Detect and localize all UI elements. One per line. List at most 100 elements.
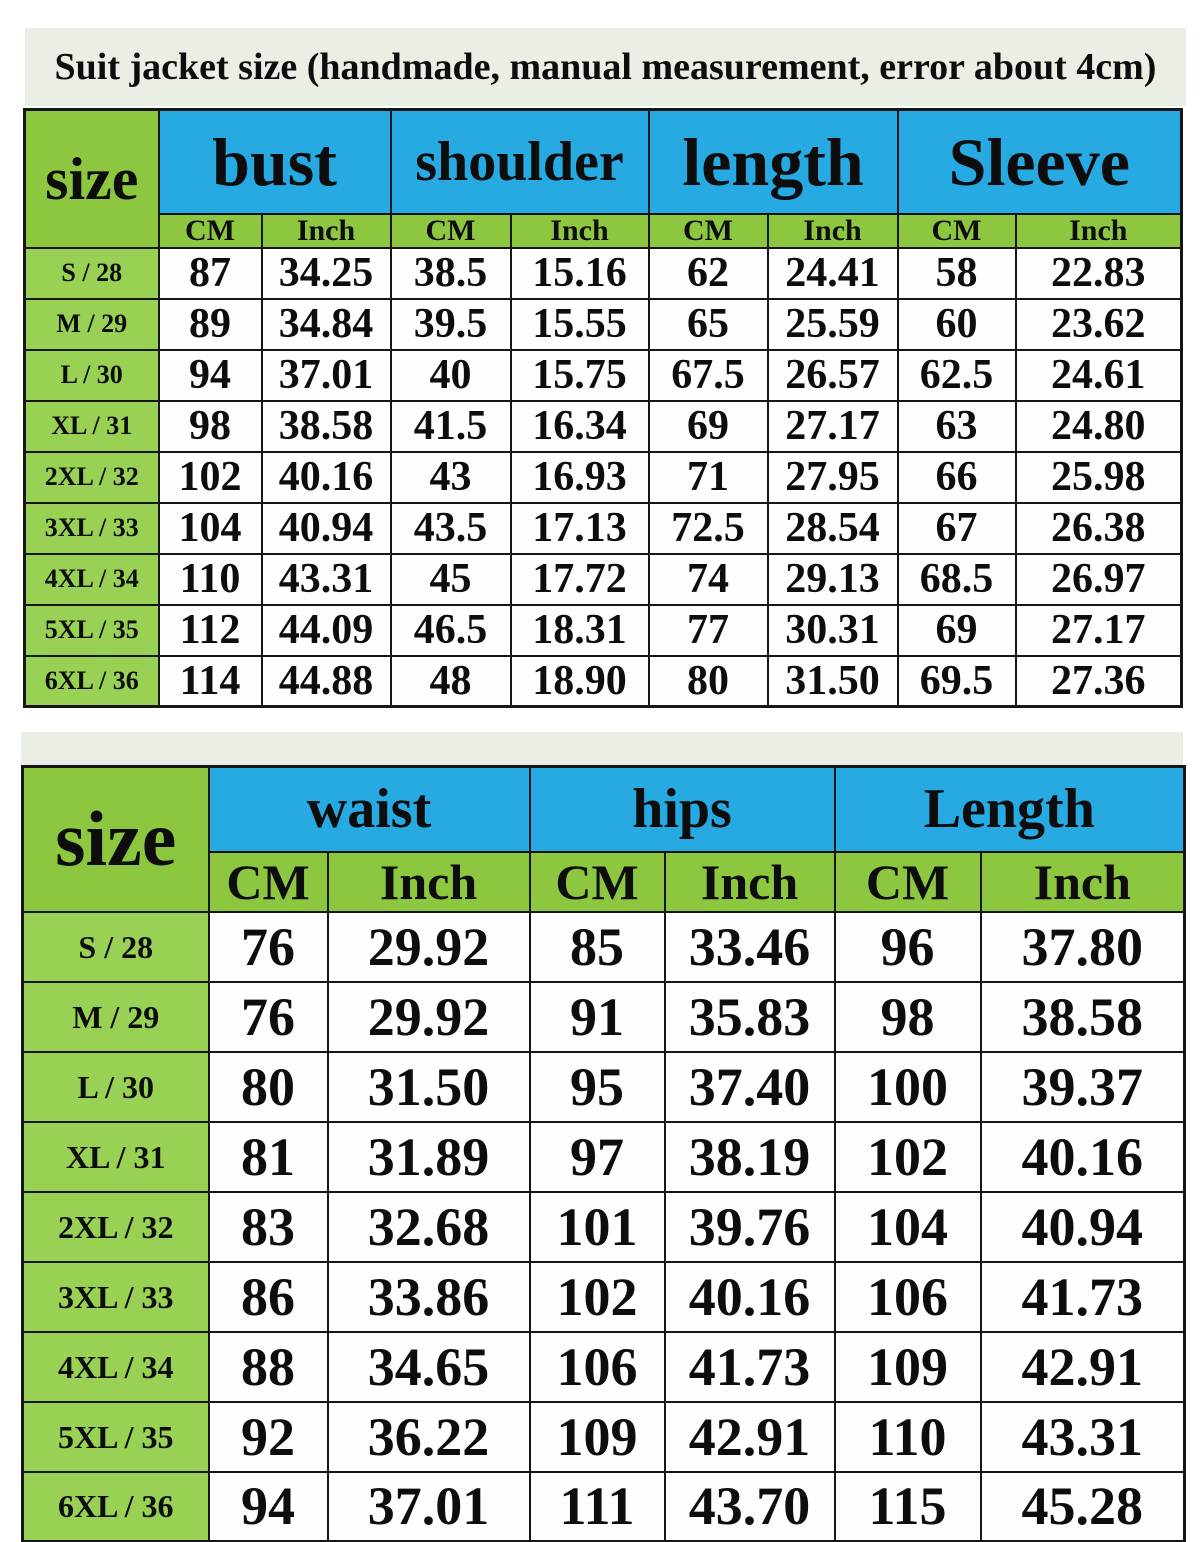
title-text: Suit jacket size (handmade, manual measu… — [54, 46, 1157, 88]
value-cell: 31.89 — [326, 1120, 531, 1193]
row-label-cell: M / 29 — [23, 297, 160, 351]
value-cell: 18.31 — [509, 603, 650, 657]
value-cell: 29.92 — [326, 910, 531, 983]
value-cell: 39.5 — [389, 297, 512, 351]
value-cell: 109 — [833, 1330, 982, 1403]
value-cell: 69.5 — [896, 654, 1017, 708]
value-cell: 31.50 — [766, 654, 899, 708]
table-row: 6XL / 36 94 37.01 111 43.70 115 45.28 — [21, 1470, 1186, 1542]
value-cell: 40.94 — [260, 501, 392, 555]
row-label-cell: 6XL / 36 — [23, 654, 160, 708]
value-cell: 91 — [528, 980, 666, 1053]
row-label-cell: 5XL / 35 — [23, 603, 160, 657]
value-cell: 80 — [647, 654, 769, 708]
value-cell: 26.57 — [766, 348, 899, 402]
value-cell: 44.88 — [260, 654, 392, 708]
value-cell: 100 — [833, 1050, 982, 1123]
value-cell: 92 — [207, 1400, 329, 1473]
value-cell: 74 — [647, 552, 769, 606]
bottom-table-header-strip — [21, 732, 1183, 765]
value-cell: 69 — [647, 399, 769, 453]
bottom-size-table: size waist hips Length CM Inch CM Inch CM Inch S /… — [21, 765, 1187, 1542]
value-cell: 27.36 — [1014, 654, 1183, 708]
value-cell: 62 — [647, 246, 769, 300]
column-group-waist: waist — [207, 765, 531, 853]
value-cell: 39.37 — [979, 1050, 1186, 1123]
value-cell: 67.5 — [647, 348, 769, 402]
value-cell: 58 — [896, 246, 1017, 300]
value-cell: 96 — [833, 910, 982, 983]
value-cell: 69 — [896, 603, 1017, 657]
value-cell: 33.46 — [663, 910, 836, 983]
value-cell: 76 — [207, 910, 329, 983]
value-cell: 37.40 — [663, 1050, 836, 1123]
value-cell: 37.01 — [260, 348, 392, 402]
value-cell: 115 — [833, 1470, 982, 1542]
value-cell: 81 — [207, 1120, 329, 1193]
unit-header-cell-shoulder-inch: Inch — [509, 212, 650, 249]
value-cell: 30.31 — [766, 603, 899, 657]
value-cell: 15.75 — [509, 348, 650, 402]
unit-header-cell-length-inch: Inch — [979, 850, 1186, 913]
value-cell: 86 — [207, 1260, 329, 1333]
value-cell: 110 — [157, 552, 263, 606]
value-cell: 62.5 — [896, 348, 1017, 402]
value-cell: 66 — [896, 450, 1017, 504]
value-cell: 16.34 — [509, 399, 650, 453]
unit-header-cell-shoulder-cm: CM — [389, 212, 512, 249]
value-cell: 104 — [833, 1190, 982, 1263]
value-cell: 77 — [647, 603, 769, 657]
value-cell: 35.83 — [663, 980, 836, 1053]
value-cell: 45.28 — [979, 1470, 1186, 1542]
unit-header-cell-length-cm: CM — [833, 850, 982, 913]
table-row: L / 30 80 31.50 95 37.40 100 39.37 — [21, 1050, 1186, 1123]
unit-header-cell-bust-inch: Inch — [260, 212, 392, 249]
column-group-hips: hips — [528, 765, 836, 853]
row-label-cell: 3XL / 33 — [23, 501, 160, 555]
value-cell: 111 — [528, 1470, 666, 1542]
value-cell: 102 — [157, 450, 263, 504]
value-cell: 17.72 — [509, 552, 650, 606]
value-cell: 43.70 — [663, 1470, 836, 1542]
value-cell: 26.38 — [1014, 501, 1183, 555]
table-row: 5XL / 35 112 44.09 46.5 18.31 77 30.31 69 27.17 — [23, 603, 1183, 657]
value-cell: 67 — [896, 501, 1017, 555]
value-cell: 40 — [389, 348, 512, 402]
value-cell: 18.90 — [509, 654, 650, 708]
value-cell: 24.80 — [1014, 399, 1183, 453]
value-cell: 26.97 — [1014, 552, 1183, 606]
value-cell: 37.01 — [326, 1470, 531, 1542]
value-cell: 41.73 — [979, 1260, 1186, 1333]
value-cell: 94 — [207, 1470, 329, 1542]
value-cell: 28.54 — [766, 501, 899, 555]
value-cell: 45 — [389, 552, 512, 606]
row-label-cell: 5XL / 35 — [21, 1400, 210, 1473]
column-group-length: Length — [833, 765, 1186, 853]
value-cell: 80 — [207, 1050, 329, 1123]
table-row: L / 30 94 37.01 40 15.75 67.5 26.57 62.5 24.61 — [23, 348, 1183, 402]
table-row: 6XL / 36 114 44.88 48 18.90 80 31.50 69.5 27.36 — [23, 654, 1183, 708]
row-label-cell: XL / 31 — [21, 1120, 210, 1193]
value-cell: 24.61 — [1014, 348, 1183, 402]
value-cell: 36.22 — [326, 1400, 531, 1473]
value-cell: 89 — [157, 297, 263, 351]
value-cell: 40.16 — [260, 450, 392, 504]
value-cell: 48 — [389, 654, 512, 708]
value-cell: 65 — [647, 297, 769, 351]
table-row: XL / 31 98 38.58 41.5 16.34 69 27.17 63 24.80 — [23, 399, 1183, 453]
row-label-cell: 2XL / 32 — [21, 1190, 210, 1263]
row-label-cell: M / 29 — [21, 980, 210, 1053]
unit-header-cell-length-cm: CM — [647, 212, 769, 249]
row-label-cell: 4XL / 34 — [21, 1330, 210, 1403]
table-row: 4XL / 34 88 34.65 106 41.73 109 42.91 — [21, 1330, 1186, 1403]
value-cell: 23.62 — [1014, 297, 1183, 351]
value-cell: 63 — [896, 399, 1017, 453]
value-cell: 15.16 — [509, 246, 650, 300]
value-cell: 110 — [833, 1400, 982, 1473]
value-cell: 43.31 — [979, 1400, 1186, 1473]
value-cell: 29.92 — [326, 980, 531, 1053]
value-cell: 40.16 — [979, 1120, 1186, 1193]
unit-header-cell-waist-inch: Inch — [326, 850, 531, 913]
value-cell: 114 — [157, 654, 263, 708]
